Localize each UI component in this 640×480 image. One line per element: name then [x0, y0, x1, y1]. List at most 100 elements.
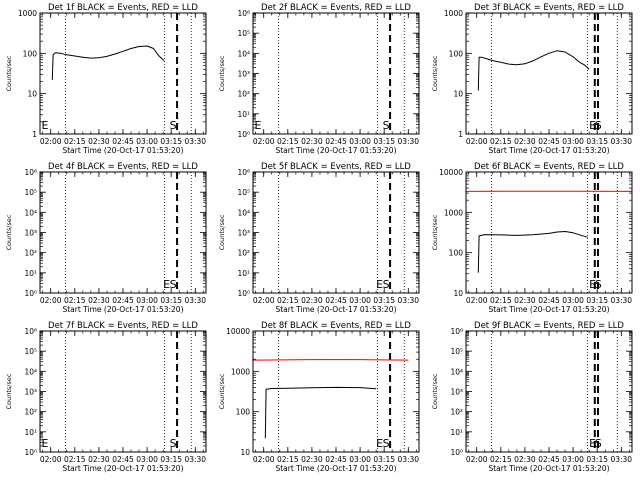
marker-e-label: E: [163, 278, 170, 291]
y-tick-label: 1: [32, 130, 37, 139]
x-tick-label: 03:15: [586, 137, 608, 146]
y-tick-label: 10⁴: [24, 367, 37, 376]
x-axis-title: Start Time (20-Oct-17 01:53:20): [488, 305, 609, 314]
chart-title: Det 5f BLACK = Events, RED = LLD: [261, 162, 411, 172]
x-axis-title: Start Time (20-Oct-17 01:53:20): [275, 305, 396, 314]
y-tick-label: 10¹: [24, 428, 37, 437]
x-axis-title: Start Time (20-Oct-17 01:53:20): [275, 146, 396, 155]
y-tick-label: 100: [449, 49, 464, 58]
x-tick-label: 03:15: [373, 137, 395, 146]
y-tick-label: 10⁴: [237, 49, 250, 58]
x-tick-label: 03:30: [610, 296, 632, 305]
x-tick-label: 03:30: [397, 455, 419, 464]
x-tick-label: 03:15: [373, 455, 395, 464]
x-axis-title: Start Time (20-Oct-17 01:53:20): [62, 464, 183, 473]
x-tick-label: 03:30: [397, 137, 419, 146]
x-tick-label: 02:15: [490, 296, 512, 305]
x-tick-label: 03:15: [160, 296, 182, 305]
x-tick-label: 03:30: [184, 296, 206, 305]
x-tick-label: 02:15: [277, 455, 299, 464]
y-tick-label: 10⁶: [237, 9, 250, 18]
plot-frame: [252, 12, 420, 135]
chart-panel-2: Det 2f BLACK = Events, RED = LLD 10⁰ 10¹ 10…: [218, 3, 420, 155]
plot-area: [278, 172, 405, 293]
y-tick-label: 10⁵: [24, 347, 37, 356]
x-tick-label: 03:30: [184, 455, 206, 464]
y-tick-label: 10³: [237, 70, 250, 79]
events-series-line: [477, 231, 588, 273]
x-tick-label: 03:00: [136, 137, 158, 146]
y-tick-label: 10⁰: [450, 448, 463, 457]
y-tick-label: 10000: [226, 327, 250, 336]
x-tick-label: 02:15: [64, 455, 86, 464]
chart-panel-9: Det 9f BLACK = Events, RED = LLD 10⁰ 10¹ 10…: [431, 321, 633, 473]
marker-s-label: S: [595, 278, 602, 291]
y-tick-label: 1000: [18, 9, 37, 18]
y-tick-label: 10¹: [450, 428, 463, 437]
chart-panel-5: Det 5f BLACK = Events, RED = LLD 10⁰ 10¹ 10…: [218, 162, 420, 314]
x-tick-label: 02:45: [538, 296, 560, 305]
x-tick-label: 02:00: [466, 296, 488, 305]
y-tick-label: 100: [449, 249, 464, 258]
chart-title: Det 1f BLACK = Events, RED = LLD: [48, 3, 198, 13]
x-tick-label: 02:30: [514, 137, 536, 146]
x-tick-label: 02:00: [40, 455, 62, 464]
x-tick-label: 03:15: [160, 455, 182, 464]
events-series-line: [264, 386, 377, 439]
plot-frame: [252, 330, 420, 453]
marker-s-label: S: [595, 437, 602, 450]
x-tick-label: 02:15: [490, 137, 512, 146]
y-tick-label: 10¹: [24, 269, 37, 278]
x-tick-label: 02:45: [325, 137, 347, 146]
x-tick-label: 03:30: [184, 137, 206, 146]
plot-area: [65, 172, 192, 293]
marker-e-label: E: [42, 119, 49, 132]
x-tick-label: 02:15: [277, 296, 299, 305]
x-tick-label: 02:45: [112, 137, 134, 146]
y-tick-label: 10³: [237, 229, 250, 238]
x-tick-label: 03:30: [397, 296, 419, 305]
marker-e-label: E: [589, 437, 596, 450]
y-tick-label: 100: [23, 49, 38, 58]
lld-series-line: [253, 359, 409, 361]
y-tick-label: 10⁵: [24, 188, 37, 197]
y-tick-label: 10: [240, 448, 250, 457]
chart-title: Det 9f BLACK = Events, RED = LLD: [474, 321, 624, 331]
x-tick-label: 02:30: [88, 137, 110, 146]
y-tick-label: 100: [236, 408, 251, 417]
y-tick-label: 10⁴: [450, 367, 463, 376]
plot-frame: [465, 12, 633, 135]
x-tick-label: 02:45: [538, 137, 560, 146]
chart-title: Det 8f BLACK = Events, RED = LLD: [261, 321, 411, 331]
x-tick-label: 02:00: [40, 137, 62, 146]
marker-e-label: E: [376, 437, 383, 450]
marker-s-label: S: [383, 119, 390, 132]
x-tick-label: 02:15: [64, 137, 86, 146]
x-tick-label: 02:30: [88, 455, 110, 464]
y-tick-label: 10⁰: [237, 130, 250, 139]
x-tick-label: 02:45: [325, 296, 347, 305]
x-tick-label: 02:30: [514, 455, 536, 464]
x-axis-title: Start Time (20-Oct-17 01:53:20): [488, 464, 609, 473]
y-axis-title: Counts/sec: [431, 373, 439, 409]
x-tick-label: 02:30: [514, 296, 536, 305]
x-tick-label: 03:00: [349, 296, 371, 305]
y-tick-label: 1000: [444, 208, 463, 217]
y-tick-label: 10⁰: [24, 448, 37, 457]
x-tick-label: 03:15: [586, 296, 608, 305]
marker-s-label: S: [383, 278, 390, 291]
plot-area: [253, 331, 409, 452]
chart-panel-1: Det 1f BLACK = Events, RED = LLD 1 10 100 10…: [5, 3, 207, 155]
plot-area: [491, 331, 618, 452]
plot-area: [65, 331, 192, 452]
x-tick-label: 02:15: [490, 455, 512, 464]
plot-frame: [465, 330, 633, 453]
y-tick-label: 10¹: [237, 269, 250, 278]
y-axis-title: Counts/sec: [431, 214, 439, 250]
y-tick-label: 10²: [450, 408, 463, 417]
plot-area: [466, 172, 632, 293]
y-tick-label: 10: [453, 289, 463, 298]
plot-frame: [39, 330, 207, 453]
plot-frame: [39, 171, 207, 294]
